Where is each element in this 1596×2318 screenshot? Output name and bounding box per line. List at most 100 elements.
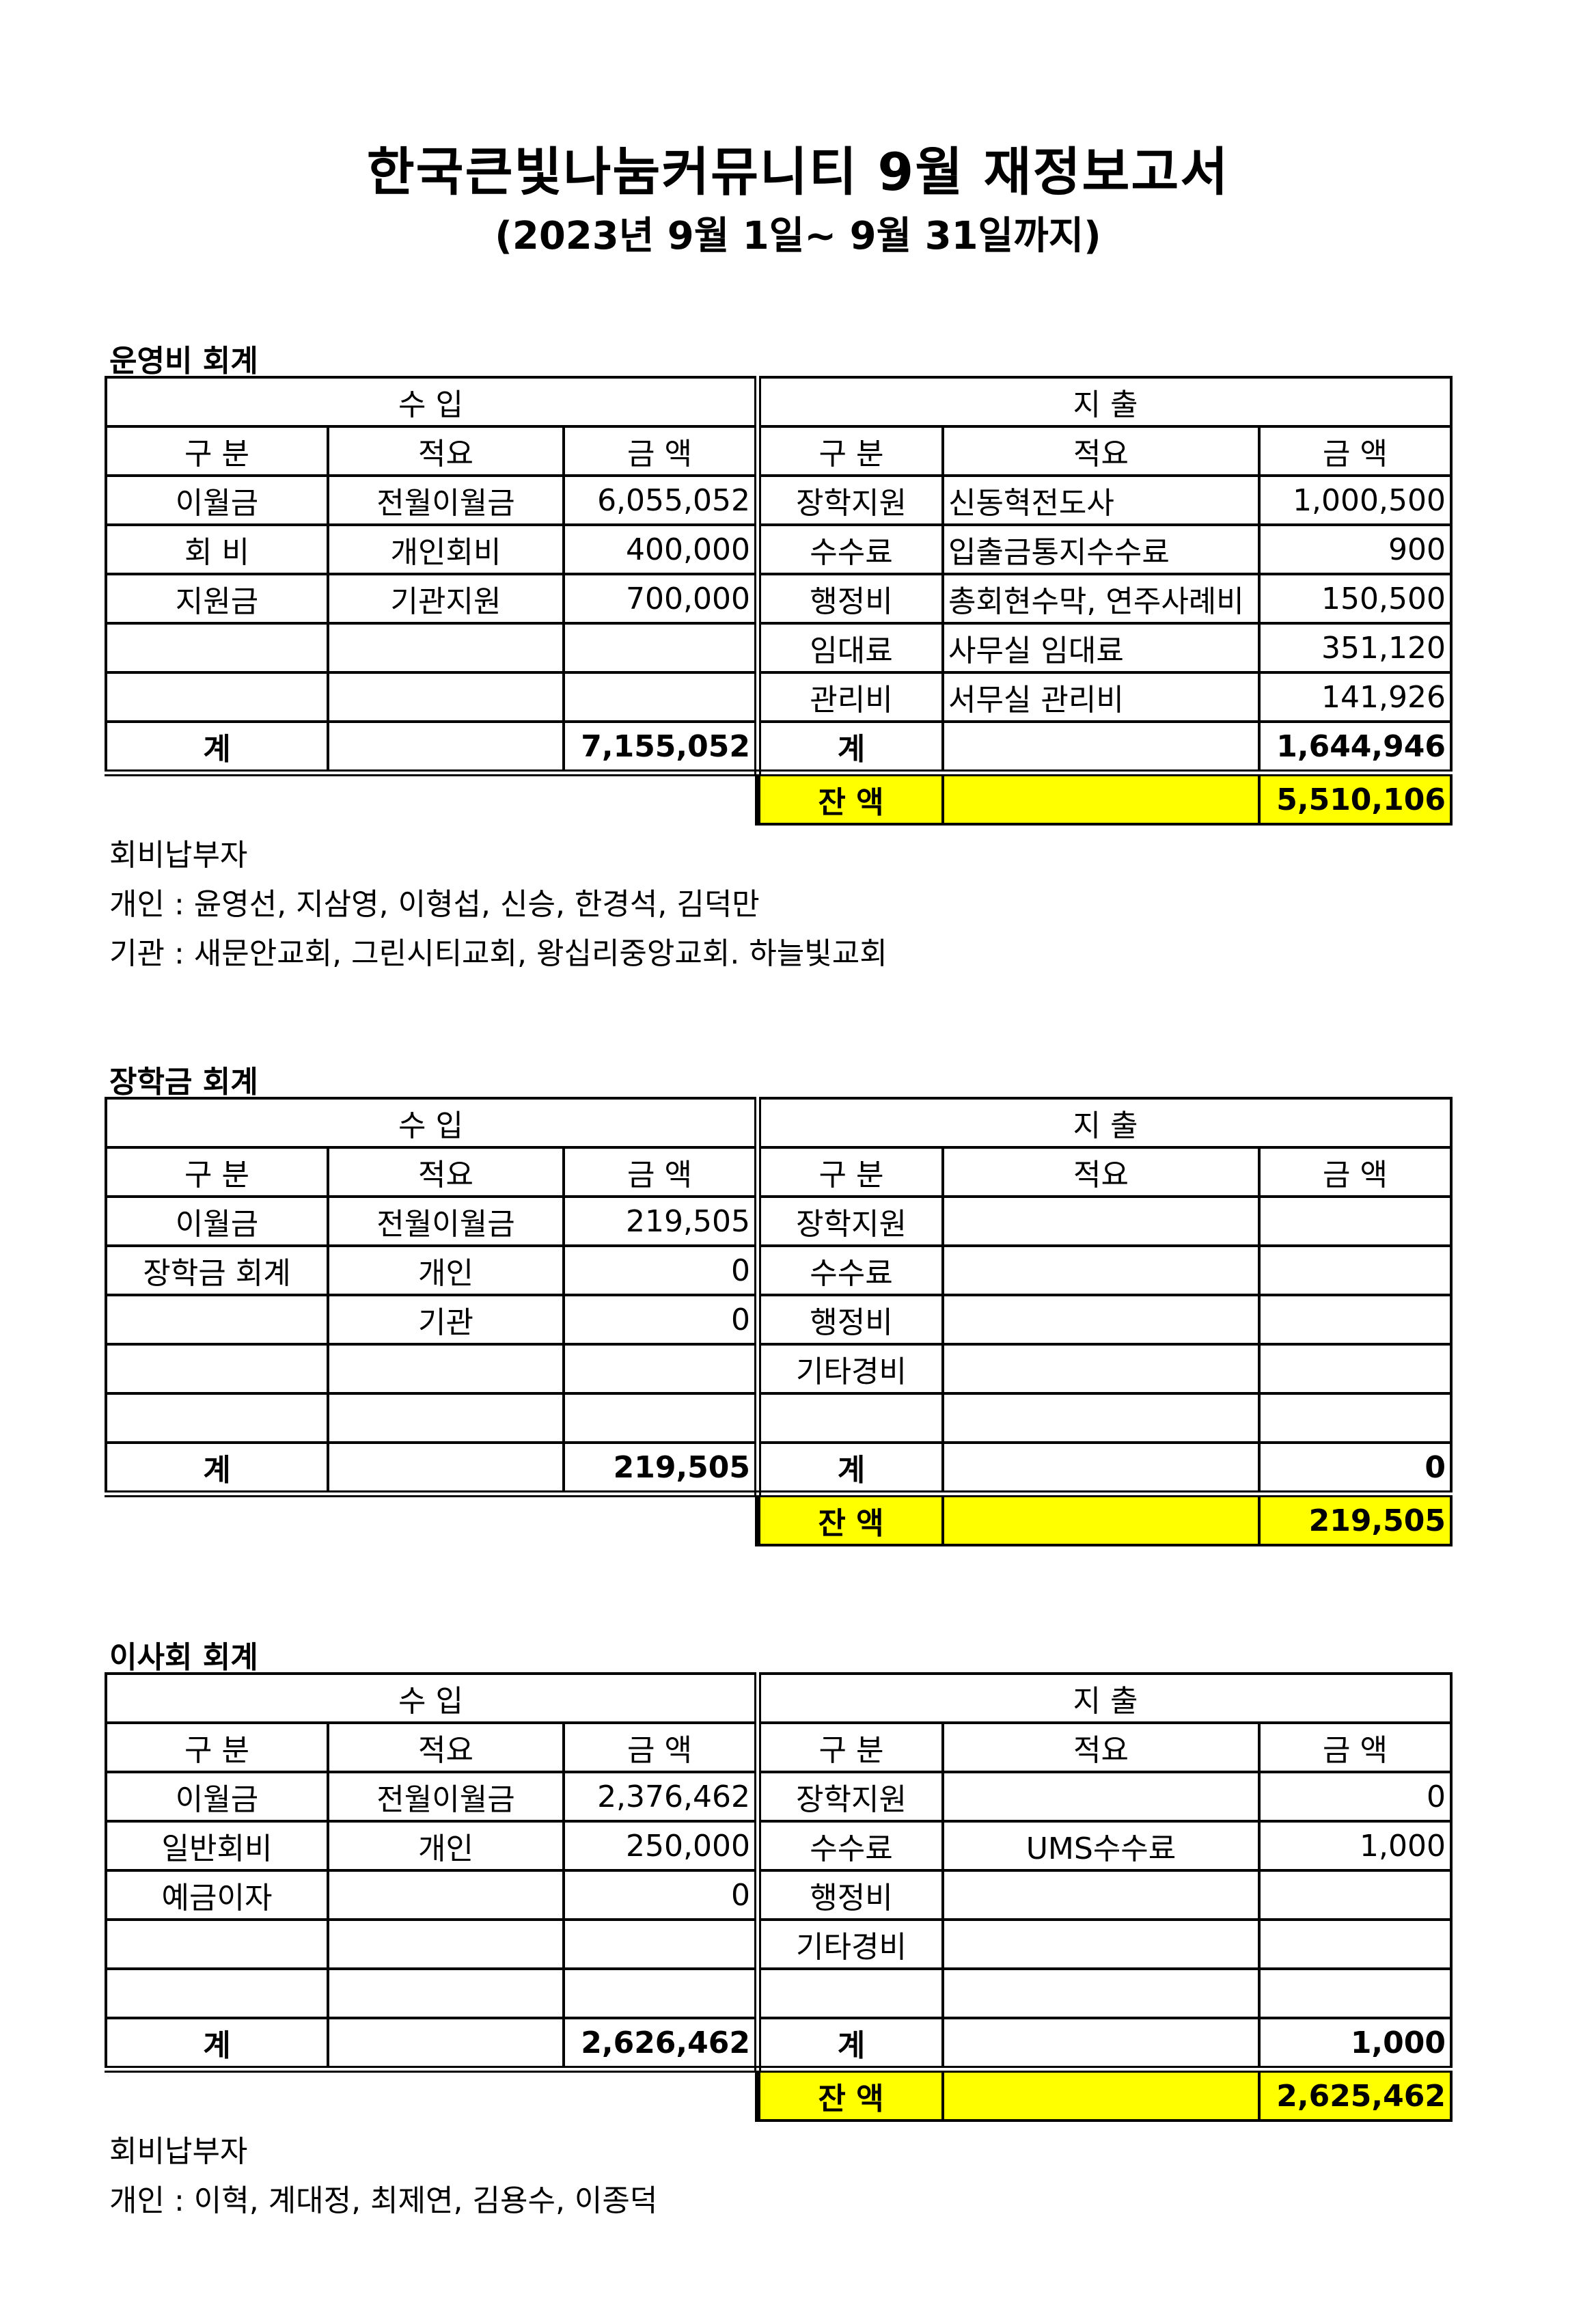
expense-description: 신동혁전도사 [941,474,1261,526]
income-category: 이월금 [105,474,329,526]
expense-description [941,1392,1261,1444]
expense-amount [1258,1294,1453,1346]
expense-category: 행정비 [756,1869,944,1921]
expense-category: 수수료 [756,1244,944,1296]
income-description [327,1869,565,1921]
spacer [106,1494,758,1545]
income-category [105,1967,329,2019]
expense-category: 장학지원 [756,1195,944,1247]
spacer [106,773,758,824]
income-total-blank [327,720,565,776]
income-category: 이월금 [105,1771,329,1823]
income-description: 개인 [327,1244,565,1296]
balance-blank [941,772,1261,826]
expense-description [941,1195,1261,1247]
income-description: 개인 [327,1820,565,1872]
expense-category: 수수료 [756,1820,944,1872]
expense-category: 기타경비 [756,1343,944,1395]
expense-header: 지 출 [756,1672,1453,1724]
notes-line: 개인 : 윤영선, 지삼영, 이형섭, 신승, 한경석, 김덕만 [109,887,760,922]
income-description [327,1918,565,1970]
income-total-amount: 2,626,462 [562,2017,761,2073]
expense-amount: 1,000,500 [1258,474,1453,526]
income-description: 전월이월금 [327,1195,565,1247]
expense-category: 임대료 [756,622,944,674]
expense-category: 기타경비 [756,1918,944,1970]
income-amount [562,1392,761,1444]
expense-category [756,1967,944,2019]
income-total-blank [327,2017,565,2073]
income-amount: 2,376,462 [562,1771,761,1823]
column-header-amount: 금 액 [1258,425,1453,477]
expense-total-label: 계 [756,720,944,776]
expense-category: 행정비 [756,573,944,625]
expense-amount: 1,000 [1258,1820,1453,1872]
expense-total-blank [941,2017,1261,2073]
table-row: 일반회비 개인 250,000 수수료 UMS수수료 1,000 [105,1820,1453,1872]
column-header-description: 적요 [941,1721,1261,1773]
column-header-amount: 금 액 [1258,1146,1453,1198]
expense-header: 지 출 [756,1097,1453,1149]
expense-category: 수수료 [756,523,944,575]
expense-category: 관리비 [756,671,944,723]
income-category: 일반회비 [105,1820,329,1872]
income-amount [562,1967,761,2019]
income-total-label: 계 [105,720,329,776]
income-category: 지원금 [105,573,329,625]
expense-description [941,1244,1261,1296]
table-row [105,1967,1453,2019]
income-category: 이월금 [105,1195,329,1247]
balance-blank [941,1492,1261,1546]
expense-category: 장학지원 [756,1771,944,1823]
income-total-amount: 219,505 [562,1441,761,1497]
expense-total-label: 계 [756,2017,944,2073]
table-row: 기관 0 행정비 [105,1294,1453,1346]
income-amount [562,671,761,723]
column-header-description: 적요 [327,1721,565,1773]
expense-description: UMS수수료 [941,1820,1261,1872]
income-description [327,671,565,723]
income-amount: 0 [562,1294,761,1346]
table-row: 지원금 기관지원 700,000 행정비 총회현수막, 연주사례비 150,500 [105,573,1453,625]
report-period: (2023년 9월 1일~ 9월 31일까지) [495,214,1101,258]
notes-line: 기관 : 새문안교회, 그린시티교회, 왕십리중앙교회. 하늘빛교회 [109,936,888,971]
expense-amount: 141,926 [1258,671,1453,723]
column-header-category: 구 분 [105,1146,329,1198]
income-description: 전월이월금 [327,474,565,526]
income-category [105,1294,329,1346]
notes-heading: 회비납부자 [109,2134,248,2169]
expense-description: 서무실 관리비 [941,671,1261,723]
income-amount: 0 [562,1244,761,1296]
expense-amount [1258,1195,1453,1247]
balance-label: 잔 액 [755,772,944,826]
table-row: 기타경비 [105,1343,1453,1395]
column-header-description: 적요 [941,1146,1261,1198]
expense-description [941,1918,1261,1970]
expense-description: 입출금통지수수료 [941,523,1261,575]
income-header: 수 입 [105,1672,761,1724]
expense-category: 행정비 [756,1294,944,1346]
income-total-blank [327,1441,565,1497]
column-header-category: 구 분 [756,1721,944,1773]
section-title: 운영비 회계 [109,344,258,379]
income-category [105,671,329,723]
income-total-amount: 7,155,052 [562,720,761,776]
expense-amount [1258,1918,1453,1970]
expense-amount [1258,1869,1453,1921]
income-description: 전월이월금 [327,1771,565,1823]
income-category [105,1343,329,1395]
expense-category: 장학지원 [756,474,944,526]
column-header-category: 구 분 [105,425,329,477]
balance-label: 잔 액 [755,2068,944,2122]
expense-amount [1258,1343,1453,1395]
column-header-amount: 금 액 [562,1721,761,1773]
income-category: 회 비 [105,523,329,575]
expense-amount [1258,1244,1453,1296]
income-amount: 250,000 [562,1820,761,1872]
column-header-amount: 금 액 [1258,1721,1453,1773]
column-header-amount: 금 액 [562,1146,761,1198]
balance-blank [941,2068,1261,2122]
income-header: 수 입 [105,1097,761,1149]
